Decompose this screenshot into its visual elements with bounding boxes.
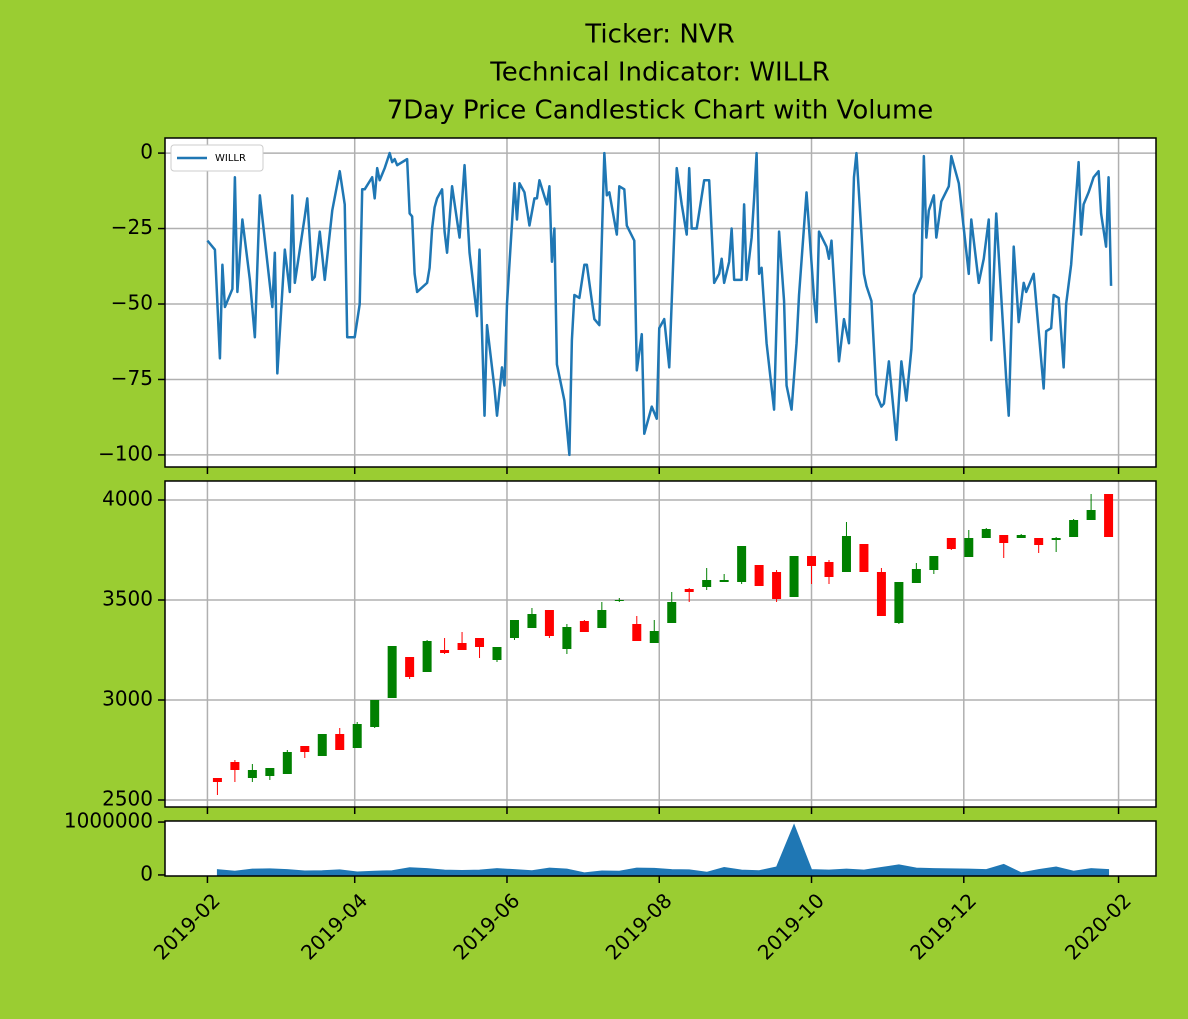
- area-series: [216, 823, 1110, 876]
- candle-body: [230, 762, 240, 770]
- plot-area: [165, 821, 1156, 876]
- candle-body: [440, 650, 450, 653]
- candle-body: [981, 529, 991, 538]
- y-tick-label: 1000000: [64, 809, 153, 833]
- candle-body: [894, 582, 904, 623]
- candle-body: [265, 768, 275, 776]
- candle-body: [841, 536, 851, 572]
- candle-body: [475, 638, 485, 647]
- candle-body: [719, 580, 729, 582]
- chart-title: Ticker: NVR: [584, 20, 734, 50]
- candle-body: [1016, 535, 1026, 538]
- candle-body: [597, 610, 607, 628]
- candle-body: [1086, 510, 1096, 520]
- candle-body: [684, 589, 694, 592]
- y-tick-label: −100: [98, 441, 153, 465]
- y-tick-label: −50: [111, 291, 153, 315]
- y-tick-label: 0: [140, 140, 153, 164]
- candle-body: [632, 624, 642, 641]
- y-tick-label: 3000: [102, 687, 153, 711]
- candle-body: [964, 538, 974, 557]
- candle-body: [300, 746, 310, 752]
- candle-body: [370, 700, 380, 727]
- plot-frame: [164, 480, 1157, 808]
- candle-body: [772, 572, 782, 599]
- candle-body: [1069, 520, 1079, 537]
- candle-body: [1104, 494, 1114, 537]
- candle-body: [317, 734, 327, 756]
- candle-body: [702, 580, 712, 587]
- candle-body: [876, 572, 886, 616]
- legend-label: WILLR: [215, 153, 246, 164]
- candle-body: [212, 778, 222, 782]
- candle-body: [562, 627, 572, 649]
- candle-body: [457, 643, 467, 650]
- candle-body: [422, 641, 432, 672]
- candle-body: [754, 565, 764, 586]
- candle-body: [789, 556, 799, 597]
- chart-title: 7Day Price Candlestick Chart with Volume: [387, 96, 934, 126]
- candle-body: [335, 734, 345, 750]
- candle-body: [946, 538, 956, 549]
- legend: WILLR: [170, 144, 264, 172]
- candle-body: [405, 657, 415, 677]
- candle-body: [649, 631, 659, 643]
- plot-area: [165, 138, 1156, 467]
- legend-box: [170, 144, 264, 172]
- candle-body: [492, 647, 502, 660]
- candle-body: [544, 610, 554, 636]
- candle-body: [614, 600, 624, 601]
- plot-frame: [164, 820, 1157, 877]
- y-tick-label: −75: [111, 366, 153, 390]
- y-tick-label: 4000: [102, 487, 153, 511]
- candle-body: [807, 556, 817, 566]
- candle-body: [667, 602, 677, 623]
- line-series: [206, 151, 1113, 457]
- y-tick-label: −25: [111, 215, 153, 239]
- candle-body: [824, 562, 834, 577]
- y-tick-label: 2500: [102, 787, 153, 811]
- candle-body: [911, 569, 921, 583]
- candle-body: [1034, 538, 1044, 545]
- y-tick-label: 0: [140, 861, 153, 885]
- candle-body: [247, 770, 257, 778]
- candle-body: [527, 614, 537, 628]
- plot-area: [165, 481, 1156, 807]
- candle-body: [509, 620, 519, 638]
- candle-body: [929, 556, 939, 570]
- candle-body: [1051, 538, 1061, 540]
- candle-body: [387, 646, 397, 698]
- candle-body: [352, 724, 362, 748]
- candle-body: [282, 752, 292, 774]
- candle-body: [999, 535, 1009, 543]
- chart-title: Technical Indicator: WILLR: [489, 58, 830, 88]
- candle-body: [737, 546, 747, 582]
- plot-frame: [164, 137, 1157, 468]
- y-tick-label: 3500: [102, 587, 153, 611]
- candle-body: [859, 544, 869, 572]
- candle-body: [579, 621, 589, 632]
